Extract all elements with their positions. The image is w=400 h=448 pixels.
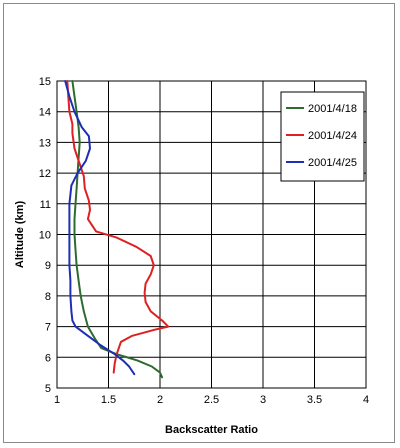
legend-box [280, 91, 365, 182]
legend: 2001/4/18 2001/4/24 2001/4/25 [280, 91, 365, 182]
x-tick-label: 1.5 [101, 394, 116, 406]
x-tick-label: 2 [157, 394, 163, 406]
x-tick-label: 2.5 [204, 394, 219, 406]
y-tick-label: 10 [39, 230, 51, 242]
series-line-3 [64, 80, 136, 376]
x-tick-label: 4 [363, 394, 369, 406]
y-tick-label: 6 [45, 352, 51, 364]
x-tick-label: 1 [54, 394, 60, 406]
y-tick-label: 8 [45, 291, 51, 303]
series-line-2 [66, 80, 170, 374]
legend-label: 2001/4/18 [308, 103, 357, 115]
y-tick-label: 9 [45, 260, 51, 272]
series-lines [64, 80, 170, 379]
x-tick-label: 3 [260, 394, 266, 406]
y-tick-label: 11 [40, 199, 51, 211]
x-tick-label: 3.5 [307, 394, 322, 406]
y-tick-label: 7 [45, 322, 51, 334]
y-tick-label: 15 [39, 76, 51, 88]
plot-area-border [56, 80, 367, 389]
legend-label: 2001/4/24 [308, 130, 357, 142]
x-axis-title: Backscatter Ratio [165, 424, 258, 436]
y-tick-label: 12 [39, 168, 51, 180]
legend-label: 2001/4/25 [308, 157, 357, 169]
y-axis-title: Altitude (km) [14, 201, 26, 269]
y-tick-label: 14 [39, 107, 51, 119]
y-tick-label: 13 [39, 137, 51, 149]
y-tick-label: 5 [45, 383, 51, 395]
series-line-1 [71, 80, 164, 379]
tick-labels: 1 1.5 2 2.5 3 3.5 4 5 6 7 8 9 10 11 12 13 14 15 [39, 76, 369, 406]
chart-frame [3, 3, 395, 443]
